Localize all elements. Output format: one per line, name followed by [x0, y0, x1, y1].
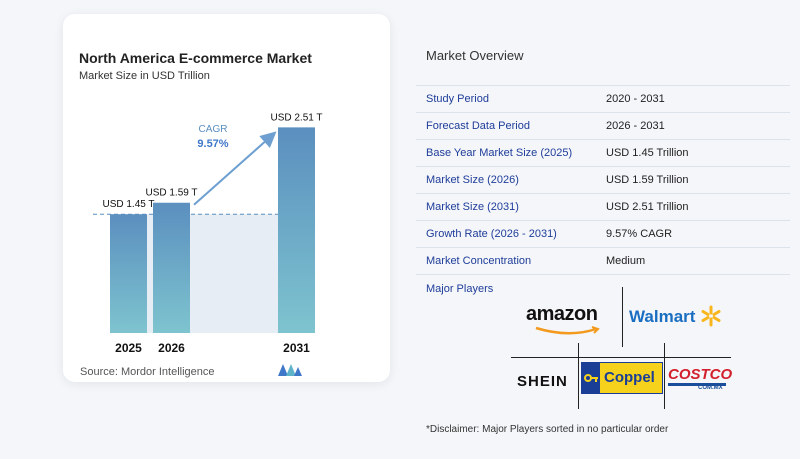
market-overview-title: Market Overview [426, 48, 524, 63]
bar-chart: USD 1.45 T 2025 USD 1.59 T 2026 USD 2.51 T 20… [93, 112, 323, 355]
source-text: Source: Mordor Intelligence [80, 366, 215, 378]
overview-row: Growth Rate (2026 - 2031) 9.57% CAGR [416, 220, 790, 248]
overview-value: 9.57% CAGR [596, 220, 790, 248]
logo-divider-horizontal [511, 357, 731, 358]
logo-divider-vertical-left [578, 343, 579, 409]
bar-value-label: USD 1.59 T [145, 188, 197, 199]
overview-row: Base Year Market Size (2025) USD 1.45 Tri… [416, 139, 790, 167]
bar-value-label: USD 2.51 T [270, 112, 322, 123]
overview-key: Market Concentration [416, 247, 596, 275]
overview-row: Market Concentration Medium [416, 247, 790, 275]
x-tick-label: 2031 [283, 341, 310, 355]
logo-divider-vertical-top [622, 287, 623, 347]
overview-key: Market Size (2031) [416, 193, 596, 221]
overview-value: USD 1.59 Trillion [596, 166, 790, 194]
coppel-text: Coppel [604, 369, 655, 386]
mordor-logo-icon [278, 364, 302, 376]
growth-arrow [193, 131, 277, 206]
overview-row: Market Size (2031) USD 2.51 Trillion [416, 193, 790, 221]
walmart-logo: Walmart [629, 307, 696, 326]
overview-key: Growth Rate (2026 - 2031) [416, 220, 596, 248]
cagr-value: 9.57% [197, 138, 228, 150]
shein-logo: SHEIN [517, 373, 568, 390]
amazon-logo: amazon [526, 303, 598, 325]
x-tick-label: 2026 [158, 341, 185, 355]
market-overview-table: Study Period 2020 - 2031 Forecast Data Per… [416, 85, 790, 275]
overview-value: USD 2.51 Trillion [596, 193, 790, 221]
coppel-key-icon [584, 374, 598, 382]
overview-row: Forecast Data Period 2026 - 2031 [416, 112, 790, 140]
costco-text: COSTCO [668, 366, 733, 383]
amazon-smile-icon [535, 326, 600, 335]
disclaimer-text: *Disclaimer: Major Players sorted in no … [426, 424, 669, 435]
overview-value: USD 1.45 Trillion [596, 139, 790, 167]
bar-2031 [278, 127, 315, 333]
overview-key: Study Period [416, 85, 596, 113]
costco-domain: COM.MX [698, 385, 723, 391]
coppel-logo: Coppel [581, 362, 663, 394]
overview-value: 2026 - 2031 [596, 112, 790, 140]
major-players-title: Major Players [426, 283, 494, 295]
bar-2025 [110, 214, 147, 333]
logo-divider-vertical-right [664, 343, 665, 409]
cagr-label: CAGR [199, 124, 228, 135]
chart-subtitle: Market Size in USD Trillion [79, 70, 210, 82]
overview-row: Study Period 2020 - 2031 [416, 85, 790, 113]
chart-title: North America E-commerce Market [79, 50, 312, 66]
overview-value: Medium [596, 247, 790, 275]
costco-underline [668, 383, 726, 386]
overview-row: Market Size (2026) USD 1.59 Trillion [416, 166, 790, 194]
overview-value: 2020 - 2031 [596, 85, 790, 113]
overview-key: Forecast Data Period [416, 112, 596, 140]
bar-value-label: USD 1.45 T [102, 199, 154, 210]
bar-2026 [153, 202, 190, 333]
walmart-spark-icon [701, 305, 721, 327]
costco-logo: COSTCO COM.MX [668, 366, 732, 394]
overview-key: Base Year Market Size (2025) [416, 139, 596, 167]
x-tick-label: 2025 [115, 341, 142, 355]
overview-key: Market Size (2026) [416, 166, 596, 194]
